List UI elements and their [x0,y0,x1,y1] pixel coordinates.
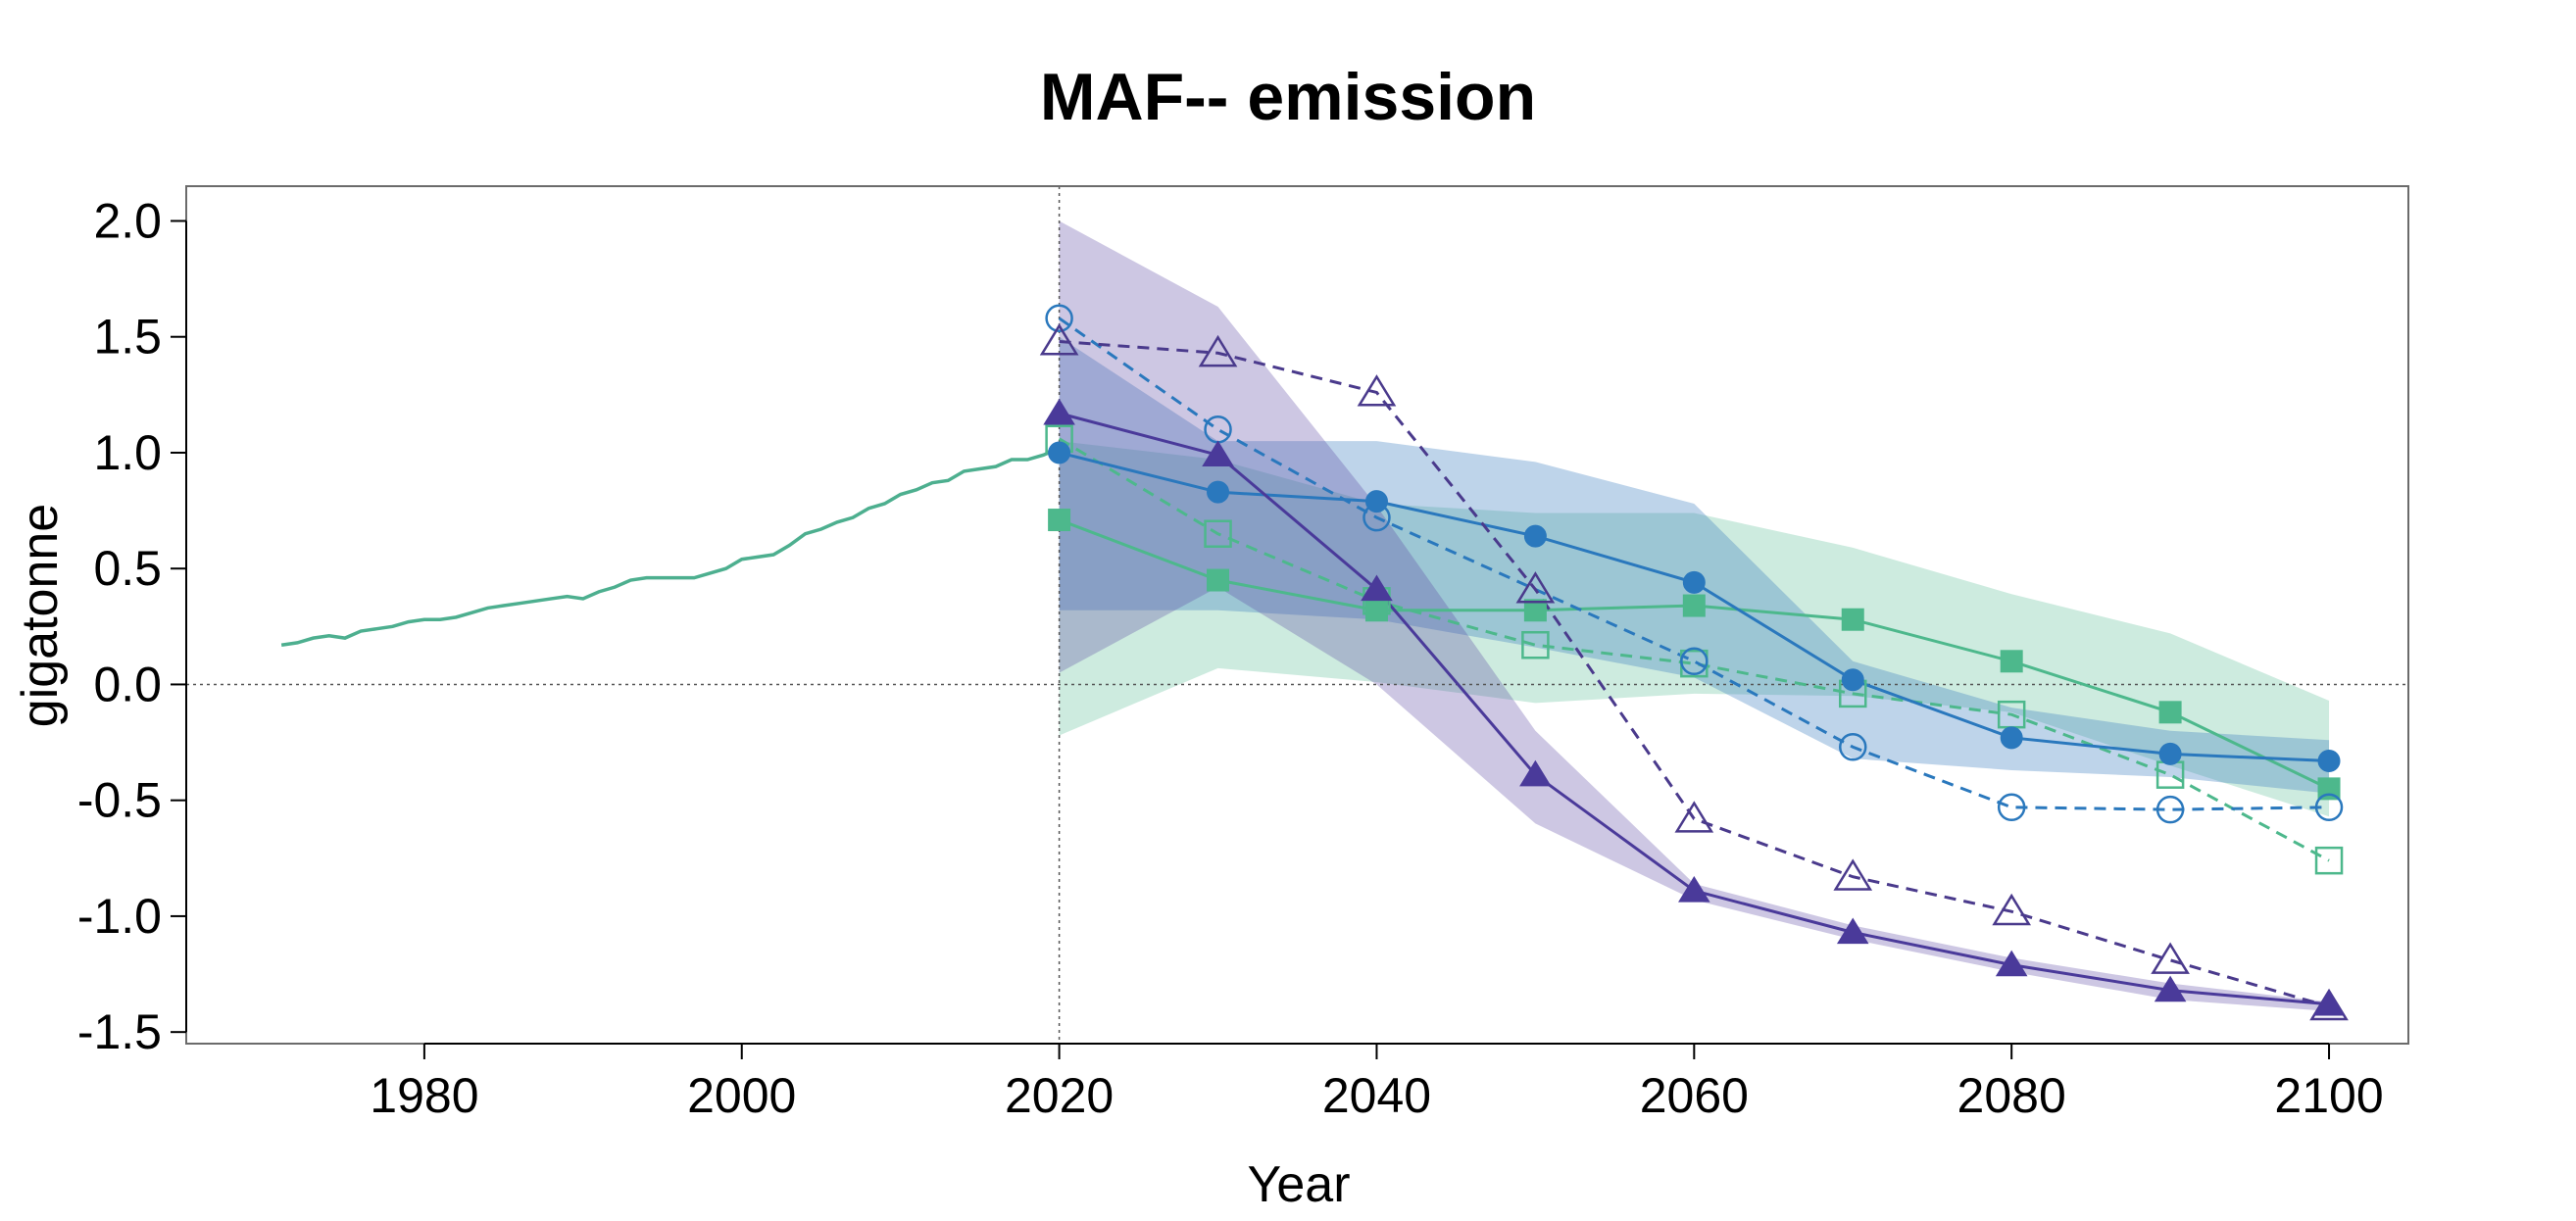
series-4-point [1833,858,1873,891]
series-3-point [2000,726,2023,750]
band-2 [1059,220,2330,1011]
x-axis-label: Year [1247,1156,1350,1213]
x-tick-label: 1980 [370,1068,478,1123]
series-3-point [1523,524,1547,548]
series-2-point [1680,647,1709,676]
series-3-point [2158,742,2182,765]
x-tick-label: 2020 [1005,1068,1114,1123]
series-5-point [1995,950,2028,977]
series-1-point [1207,568,1230,592]
series-3-point [1841,668,1864,692]
y-tick-label: 2.0 [93,193,162,248]
series-4-point [2151,942,2190,974]
series-markers [1039,304,2349,1021]
series-4-point [1515,571,1556,604]
series-line-4 [1059,339,2330,1008]
series-5-point [2312,989,2346,1016]
series-5-point [1202,440,1234,467]
series-0-point [2314,846,2344,875]
band-0 [1059,441,2330,817]
y-tick-label: 0.5 [93,541,162,596]
series-1-point [1048,509,1071,532]
series-2-point [1045,304,1073,333]
series-1-point [1682,594,1706,617]
x-tick-label: 2060 [1640,1068,1749,1123]
x-tick-label: 2000 [687,1068,796,1123]
series-4-point [1674,801,1714,833]
series-3-point [1048,441,1071,464]
series-5-point [1678,875,1710,903]
series-1-point [1364,599,1388,622]
y-tick-label: -1.5 [77,1004,162,1059]
series-line-0 [1058,437,2330,862]
series-3-point [1364,490,1388,513]
series-1-point [2158,701,2182,724]
y-tick-label: -0.5 [77,773,162,828]
series-4-point [1992,893,2032,926]
x-tick-label: 2100 [2274,1068,2383,1123]
series-3-point [1207,480,1230,504]
series-2-point [1997,793,2026,822]
historical-line [280,446,1061,647]
series-1-point [1523,599,1547,622]
series-3-point [1682,570,1706,594]
series-5-point [2154,975,2187,1002]
series-5-point [1361,574,1393,602]
series-line-2 [1058,317,2330,811]
series-5-point [1043,398,1075,425]
series-5-point [1836,917,1869,945]
series-2-point [2314,793,2344,822]
x-tick-label: 2080 [1957,1068,2066,1123]
chart-title: MAF-- emission [1040,60,1536,134]
y-tick-label: 1.0 [93,425,162,480]
x-tick-label: 2040 [1322,1068,1431,1123]
x-axis: 1980 2000 2020 2040 2060 2080 2100 [370,1043,2384,1123]
series-4-point [1198,334,1238,367]
series-4-point [1039,323,1079,356]
series-2-point [1839,733,1867,761]
y-tick-label: 0.0 [93,657,162,711]
series-4-point [1357,374,1397,407]
y-tick-label: 1.5 [93,310,162,365]
series-0-point [1204,519,1232,548]
series-1-point [2000,650,2023,673]
series-0-point [1521,630,1550,659]
y-axis: 2.0 1.5 1.0 0.5 0.0 -0.5 -1.0 -1.5 [77,193,187,1059]
y-axis-label: gigatonne [12,504,69,727]
band-1 [1059,336,2330,794]
series-2-point [2155,795,2185,824]
series-3-point [2317,749,2341,772]
series-1-point [1841,608,1864,631]
reference-lines [186,186,2408,1044]
series-5-point [1519,759,1552,787]
series-1-point [2317,777,2341,801]
uncertainty-bands [1059,220,2330,1011]
y-tick-label: -1.0 [77,889,162,944]
